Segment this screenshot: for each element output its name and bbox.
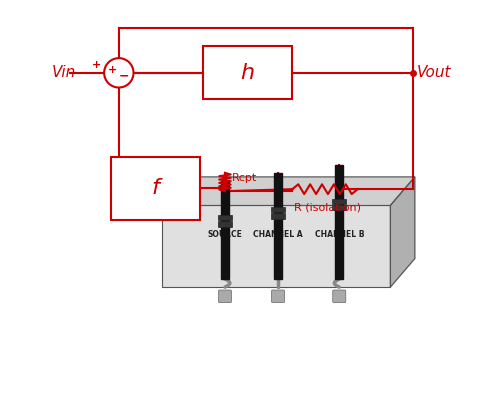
FancyBboxPatch shape [274,173,282,279]
FancyBboxPatch shape [272,290,285,302]
FancyBboxPatch shape [161,206,390,287]
Text: Rcpt: Rcpt [232,173,258,183]
Text: +: + [92,60,102,70]
Text: f: f [151,178,159,198]
FancyBboxPatch shape [271,207,285,212]
Text: CHANNEL A: CHANNEL A [253,230,303,238]
Text: Vin: Vin [51,65,76,80]
Polygon shape [390,177,415,287]
FancyBboxPatch shape [218,215,232,220]
Text: −: − [119,69,129,82]
FancyBboxPatch shape [332,205,346,210]
FancyBboxPatch shape [333,290,346,302]
FancyBboxPatch shape [218,290,231,302]
Text: h: h [240,63,255,83]
Text: +: + [108,65,117,75]
Text: SOURCE: SOURCE [208,230,242,238]
FancyBboxPatch shape [271,213,285,219]
Text: Vout: Vout [417,65,451,80]
FancyBboxPatch shape [332,199,346,204]
FancyBboxPatch shape [218,221,232,227]
FancyBboxPatch shape [335,165,344,279]
Circle shape [104,58,133,88]
FancyBboxPatch shape [111,157,201,220]
Text: R (isolation): R (isolation) [294,203,361,212]
FancyBboxPatch shape [203,46,292,99]
FancyBboxPatch shape [221,181,229,279]
Text: CHANNEL B: CHANNEL B [314,230,364,238]
Polygon shape [161,177,415,206]
